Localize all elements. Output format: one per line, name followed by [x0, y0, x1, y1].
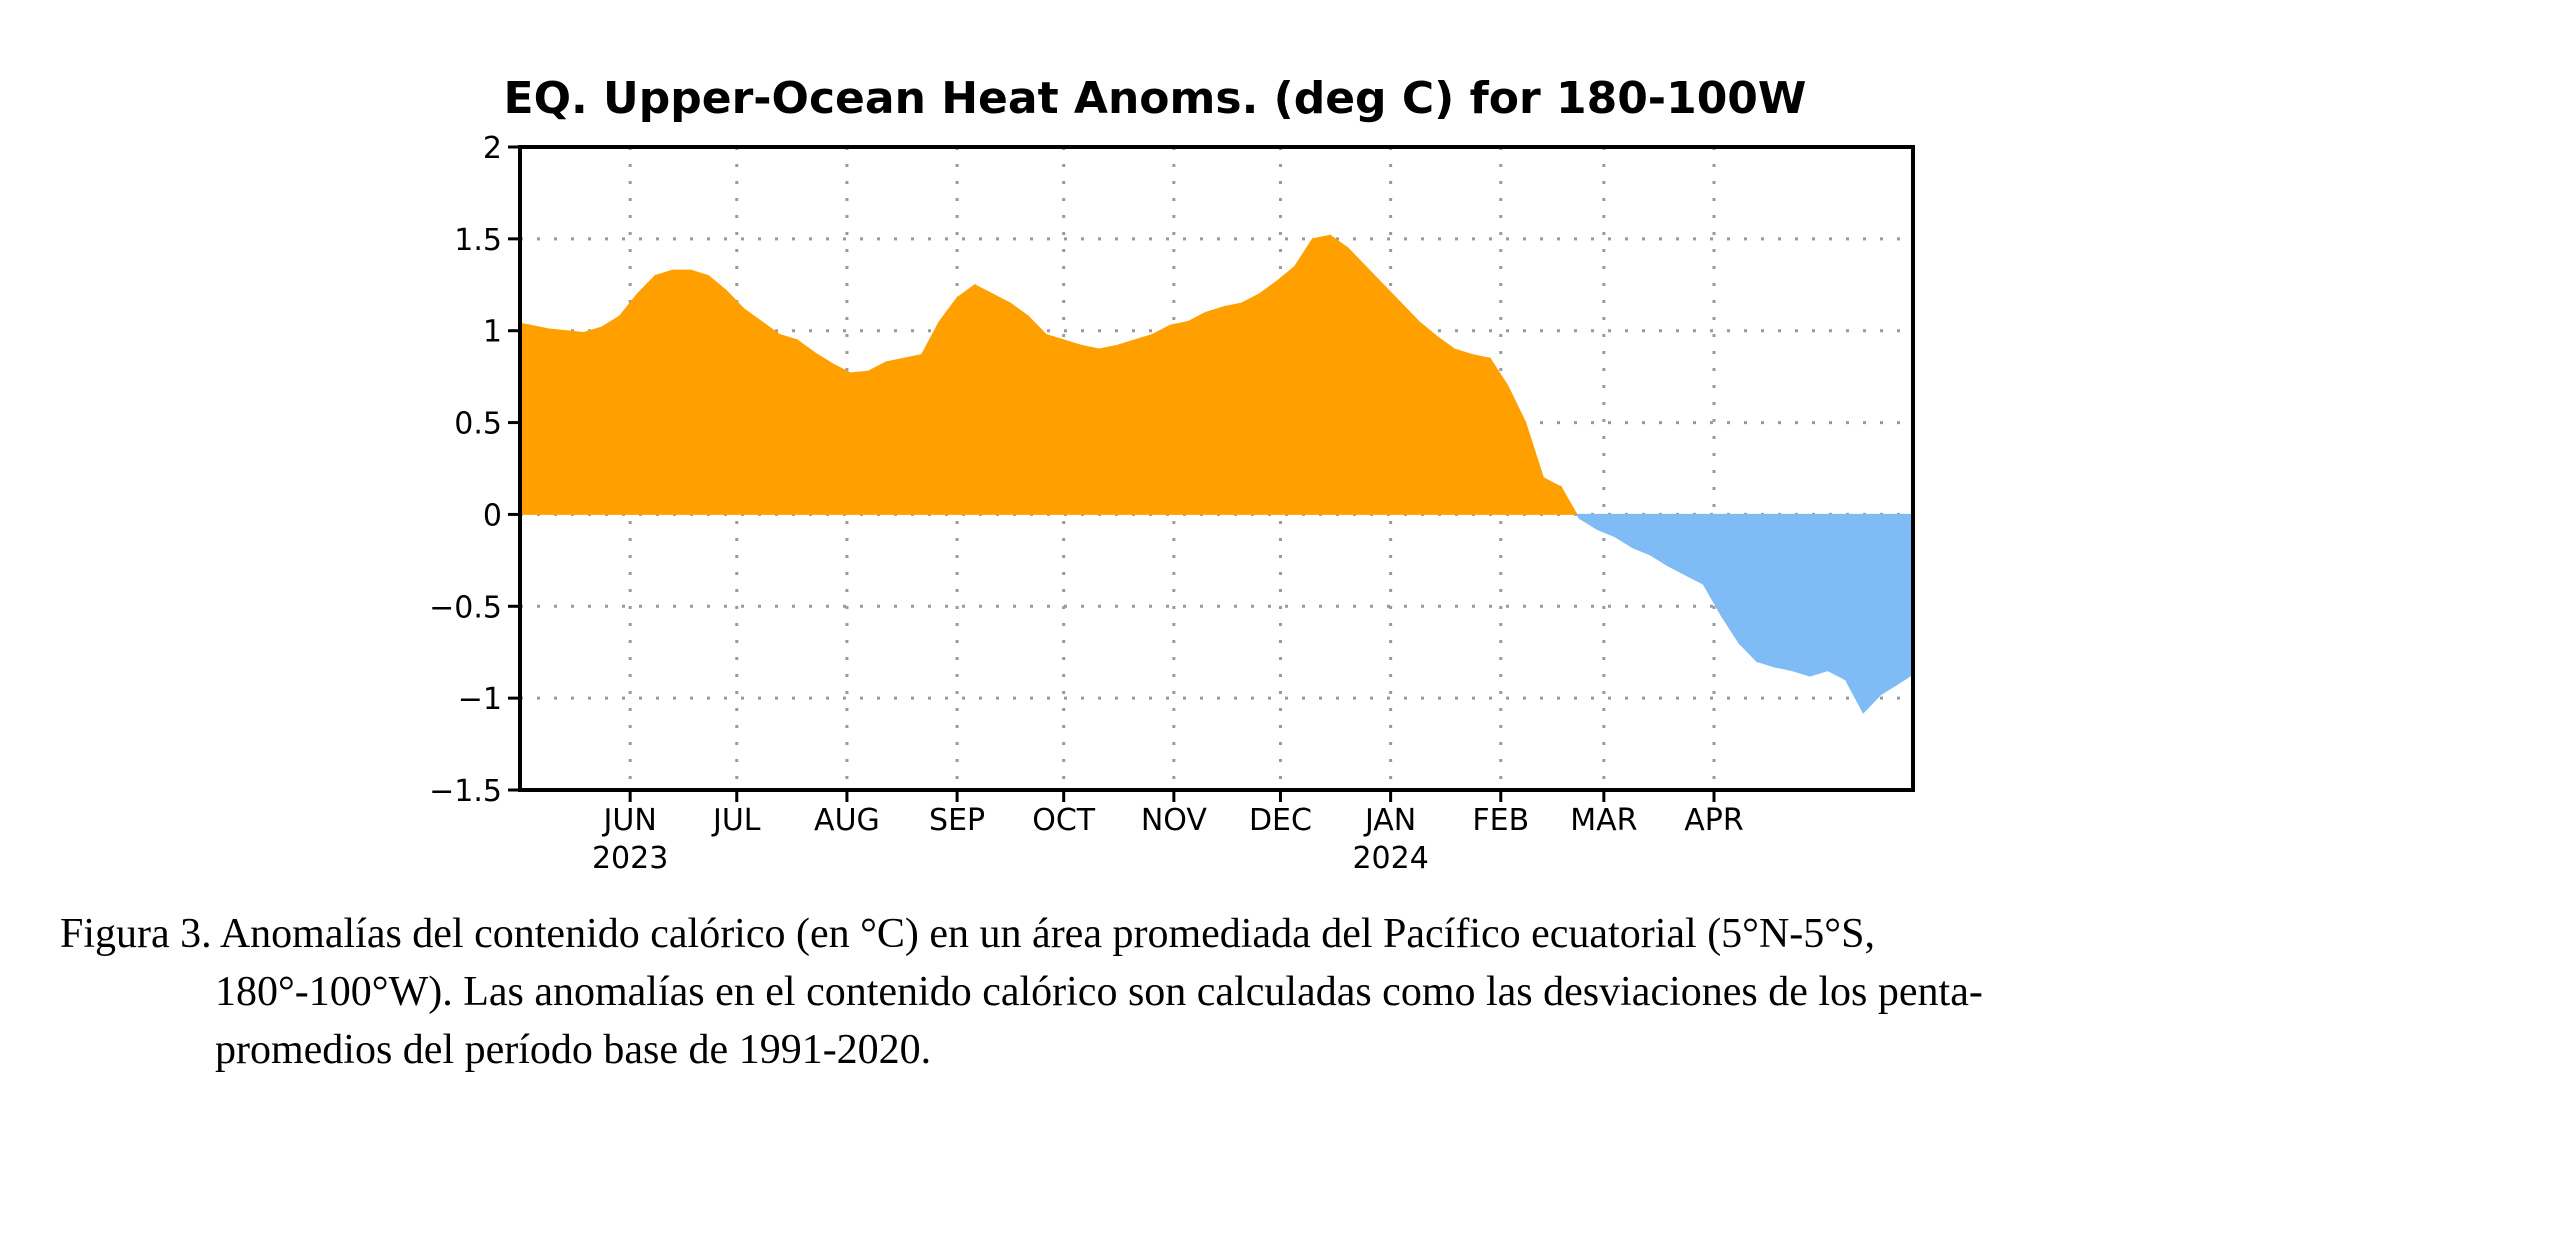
caption-line-2: 180°-100°W). Las anomalías en el conteni… — [215, 969, 1983, 1015]
y-tick-label: 2 — [483, 131, 502, 166]
x-tick-label: FEB — [1472, 803, 1529, 838]
x-tick-label: JAN — [1363, 803, 1416, 838]
y-tick-label: 1 — [483, 315, 502, 350]
caption-line-1: Figura 3. Anomalías del contenido calóri… — [60, 911, 1875, 957]
y-tick-label: −0.5 — [429, 590, 502, 625]
chart-svg: EQ. Upper-Ocean Heat Anoms. (deg C) for … — [429, 73, 1915, 876]
x-tick-label: JUN — [602, 803, 657, 838]
x-tick-label: OCT — [1032, 803, 1096, 838]
x-tick-label: MAR — [1570, 803, 1637, 838]
y-tick-label: −1 — [458, 682, 502, 717]
negative-anomaly-area — [1576, 513, 1914, 715]
y-tick-label: 0 — [483, 498, 502, 533]
x-tick-label: APR — [1684, 803, 1743, 838]
x-tick-label: JUL — [711, 803, 761, 838]
x-tick-label: AUG — [814, 803, 880, 838]
y-tick-label: 1.5 — [454, 223, 502, 258]
anomaly-area — [519, 234, 1914, 715]
plot-frame — [518, 145, 1915, 792]
y-tick-label: −1.5 — [429, 774, 502, 809]
chart-title: EQ. Upper-Ocean Heat Anoms. (deg C) for … — [504, 73, 1807, 124]
y-tick-label: 0.5 — [454, 407, 502, 442]
heat-anomaly-chart: EQ. Upper-Ocean Heat Anoms. (deg C) for … — [429, 73, 1915, 876]
x-tick-label: SEP — [929, 803, 985, 838]
x-year-label: 2023 — [592, 841, 668, 876]
x-tick-label: DEC — [1249, 803, 1312, 838]
positive-anomaly-area — [519, 234, 1578, 515]
caption-line-3: promedios del período base de 1991-2020. — [215, 1027, 932, 1073]
x-tick-label: NOV — [1141, 803, 1208, 838]
figure-caption: Figura 3. Anomalías del contenido calóri… — [60, 905, 2360, 1079]
x-year-label: 2024 — [1352, 841, 1428, 876]
